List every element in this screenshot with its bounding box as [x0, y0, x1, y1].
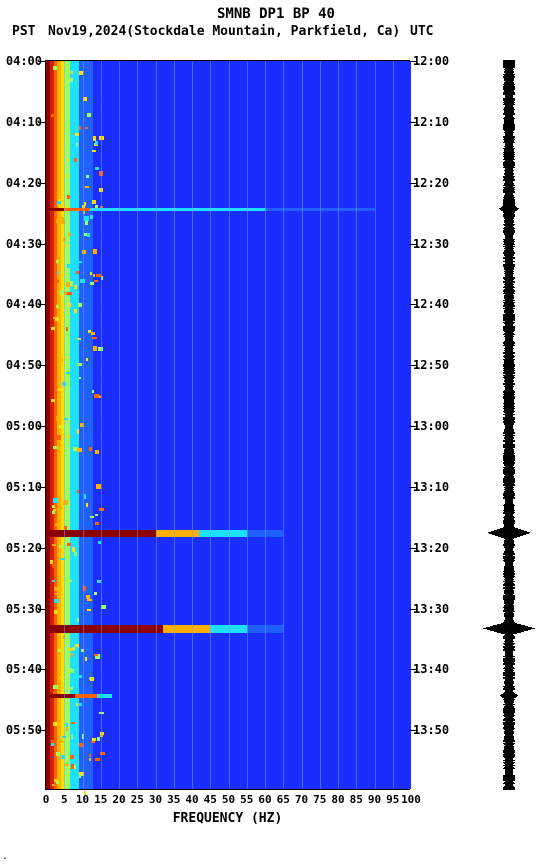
chart-title: SMNB DP1 BP 40 — [0, 6, 552, 22]
ytick-left: 05:40 — [0, 662, 44, 676]
ytick-left: 04:10 — [0, 115, 44, 129]
xtick-label: 70 — [295, 789, 308, 806]
xtick-label: 10 — [76, 789, 89, 806]
xtick-label: 5 — [61, 789, 68, 806]
ytick-left: 05:50 — [0, 723, 44, 737]
ytick-left: 04:00 — [0, 54, 44, 68]
xtick-label: 45 — [204, 789, 217, 806]
xtick-label: 25 — [131, 789, 144, 806]
xtick-label: 85 — [350, 789, 363, 806]
ytick-right: 12:00 — [409, 54, 449, 68]
ytick-left: 05:00 — [0, 419, 44, 433]
ytick-right: 13:00 — [409, 419, 449, 433]
subtitle-pst: PST — [12, 24, 35, 39]
xtick-label: 90 — [368, 789, 381, 806]
ytick-left: 05:30 — [0, 602, 44, 616]
ytick-right: 12:50 — [409, 358, 449, 372]
footer-mark: . — [2, 851, 8, 862]
xtick-label: 80 — [331, 789, 344, 806]
xtick-label: 40 — [185, 789, 198, 806]
xtick-label: 95 — [386, 789, 399, 806]
xtick-label: 15 — [94, 789, 107, 806]
xtick-label: 20 — [112, 789, 125, 806]
waveform-plot — [492, 60, 526, 790]
subtitle-date: Nov19,2024(Stockdale Mountain, Parkfield… — [48, 24, 400, 39]
ytick-right: 12:40 — [409, 297, 449, 311]
ytick-right: 12:10 — [409, 115, 449, 129]
ytick-right: 13:10 — [409, 480, 449, 494]
ytick-left: 04:20 — [0, 176, 44, 190]
ytick-left: 05:10 — [0, 480, 44, 494]
ytick-right: 13:20 — [409, 541, 449, 555]
xtick-label: 30 — [149, 789, 162, 806]
subtitle-utc: UTC — [410, 24, 433, 39]
xtick-label: 60 — [258, 789, 271, 806]
xtick-label: 0 — [43, 789, 50, 806]
xtick-label: 75 — [313, 789, 326, 806]
ytick-right: 13:30 — [409, 602, 449, 616]
xtick-label: 50 — [222, 789, 235, 806]
ytick-left: 04:30 — [0, 237, 44, 251]
ytick-left: 05:20 — [0, 541, 44, 555]
ytick-right: 13:50 — [409, 723, 449, 737]
x-axis-label: FREQUENCY (HZ) — [173, 811, 283, 826]
xtick-label: 55 — [240, 789, 253, 806]
ytick-left: 04:40 — [0, 297, 44, 311]
xtick-label: 35 — [167, 789, 180, 806]
ytick-right: 13:40 — [409, 662, 449, 676]
xtick-label: 100 — [401, 789, 421, 806]
spectrogram-plot: 0510152025303540455055606570758085909510… — [45, 60, 410, 790]
ytick-left: 04:50 — [0, 358, 44, 372]
xtick-label: 65 — [277, 789, 290, 806]
ytick-right: 12:30 — [409, 237, 449, 251]
ytick-right: 12:20 — [409, 176, 449, 190]
